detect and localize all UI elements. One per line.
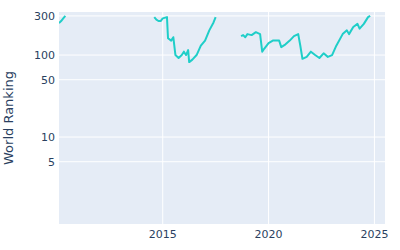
chart-svg: 2015 2020 2025 5 10 50 100 300 World Ranking bbox=[0, 0, 400, 250]
y-axis-title: World Ranking bbox=[1, 71, 16, 165]
y-grid-line bbox=[59, 137, 385, 138]
ranking-line bbox=[59, 16, 370, 62]
plot-background bbox=[59, 12, 385, 224]
y-tick-label: 300 bbox=[34, 10, 55, 23]
chart-container: 2015 2020 2025 5 10 50 100 300 World Ranking bbox=[0, 0, 400, 250]
x-tick-label: 2020 bbox=[255, 228, 283, 241]
y-tick-label: 50 bbox=[41, 74, 55, 87]
y-tick-label: 10 bbox=[41, 131, 55, 144]
x-tick-label: 2015 bbox=[149, 228, 177, 241]
y-grid-line bbox=[59, 15, 385, 16]
y-tick-label: 5 bbox=[48, 156, 55, 169]
y-grid-line bbox=[59, 55, 385, 56]
plot-area bbox=[59, 16, 370, 62]
y-grid-line bbox=[59, 161, 385, 162]
y-grid-line bbox=[59, 79, 385, 80]
x-grid-line bbox=[162, 12, 163, 224]
x-tick-label: 2025 bbox=[360, 228, 388, 241]
y-tick-label: 100 bbox=[34, 49, 55, 62]
x-grid-line bbox=[374, 12, 375, 224]
